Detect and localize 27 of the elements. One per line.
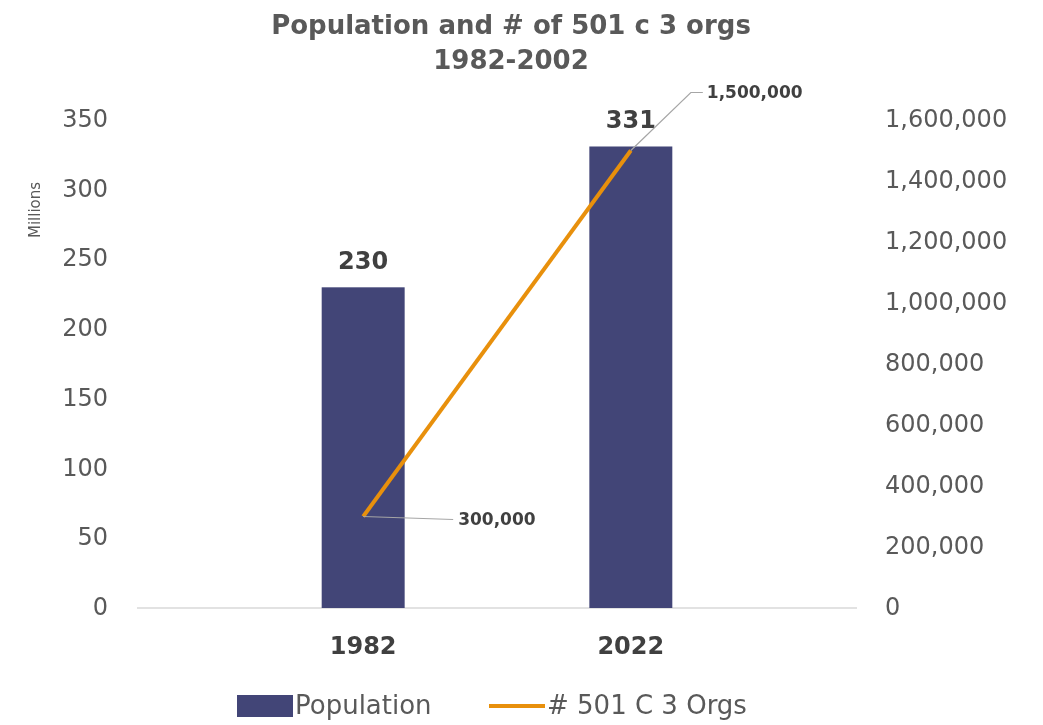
y-tick-label: 50 xyxy=(77,523,108,552)
x-tick-label: 2022 xyxy=(597,632,665,660)
y2-tick-label: 1,200,000 xyxy=(885,227,1008,255)
y2-tick-label: 800,000 xyxy=(885,349,985,377)
y2-tick-label: 1,400,000 xyxy=(885,166,1008,194)
y-tick-label: 250 xyxy=(62,244,108,273)
data-label: 230 xyxy=(338,247,389,276)
y-tick-label: 0 xyxy=(92,593,108,621)
legend-label: # 501 C 3 Orgs xyxy=(547,689,747,720)
data-label: 1,500,000 xyxy=(706,81,803,102)
legend-label: Population xyxy=(295,689,432,720)
y2-tick-label: 1,000,000 xyxy=(885,288,1008,316)
y-tick-label: 100 xyxy=(62,453,108,482)
y2-tick-label: 600,000 xyxy=(885,410,985,438)
data-label: 331 xyxy=(605,106,656,135)
data-label: 300,000 xyxy=(458,508,536,529)
y2-tick-label: 400,000 xyxy=(885,471,985,499)
y-tick-label: 350 xyxy=(62,105,108,133)
y-tick-label: 150 xyxy=(62,383,108,412)
y-tick-label: 300 xyxy=(62,174,108,203)
chart-title: Population and # of 501 c 3 orgs 1982-2002 xyxy=(271,10,751,75)
y-axis-title: Millions xyxy=(26,181,44,239)
y2-tick-label: 0 xyxy=(885,593,901,621)
y2-tick-label: 1,600,000 xyxy=(885,105,1008,133)
y-tick-label: 200 xyxy=(62,314,108,343)
x-tick-label: 1982 xyxy=(329,632,397,660)
y2-tick-label: 200,000 xyxy=(885,532,985,560)
